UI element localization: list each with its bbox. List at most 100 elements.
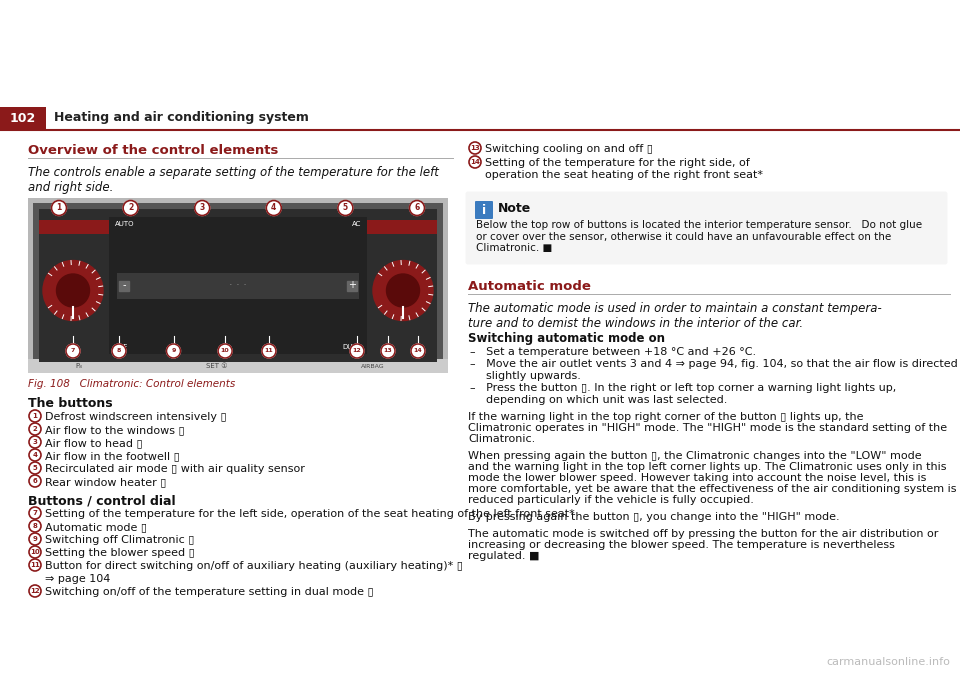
Text: 13: 13 bbox=[384, 348, 393, 354]
Text: –   Press the button ▯. In the right or left top corner a warning light lights u: – Press the button ▯. In the right or le… bbox=[470, 383, 897, 393]
Bar bbox=[117, 272, 359, 299]
Circle shape bbox=[57, 274, 89, 307]
Text: 102: 102 bbox=[10, 111, 36, 124]
Circle shape bbox=[381, 344, 395, 358]
Text: Switching off Climatronic ▯: Switching off Climatronic ▯ bbox=[45, 535, 194, 545]
Text: 14: 14 bbox=[470, 159, 480, 165]
Text: 8: 8 bbox=[33, 523, 37, 529]
Circle shape bbox=[52, 200, 66, 215]
Bar bbox=[347, 280, 357, 291]
Circle shape bbox=[29, 507, 41, 519]
Text: If the warning light in the top right corner of the button ▯ lights up, the: If the warning light in the top right co… bbox=[468, 412, 863, 422]
Circle shape bbox=[29, 475, 41, 487]
Text: Switching on/off of the temperature setting in dual mode ▯: Switching on/off of the temperature sett… bbox=[45, 587, 373, 597]
Text: 4: 4 bbox=[33, 452, 37, 458]
Text: AUTO: AUTO bbox=[115, 221, 134, 227]
Text: 6: 6 bbox=[33, 478, 37, 484]
Circle shape bbox=[29, 520, 41, 532]
Text: Air flow to head ▯: Air flow to head ▯ bbox=[45, 438, 143, 448]
Circle shape bbox=[411, 344, 425, 358]
Text: Air flow in the footwell ▯: Air flow in the footwell ▯ bbox=[45, 451, 180, 461]
Bar bbox=[39, 220, 437, 234]
Text: 12: 12 bbox=[30, 588, 39, 594]
Text: i: i bbox=[482, 204, 486, 217]
Circle shape bbox=[43, 261, 103, 320]
Circle shape bbox=[338, 200, 353, 215]
Text: 5: 5 bbox=[343, 204, 348, 213]
Text: 2: 2 bbox=[33, 426, 37, 432]
Text: 3: 3 bbox=[200, 204, 204, 213]
Text: 3: 3 bbox=[33, 439, 37, 445]
Text: 10: 10 bbox=[221, 348, 229, 354]
Circle shape bbox=[469, 142, 481, 154]
Text: Button for direct switching on/off of auxiliary heating (auxiliary heating)* ▯: Button for direct switching on/off of au… bbox=[45, 561, 463, 571]
Circle shape bbox=[266, 200, 281, 215]
Text: Fig. 108   Climatronic: Control elements: Fig. 108 Climatronic: Control elements bbox=[28, 379, 235, 389]
Text: ⇒ page 104: ⇒ page 104 bbox=[45, 574, 110, 584]
Text: SET ①: SET ① bbox=[206, 363, 228, 369]
Circle shape bbox=[410, 200, 424, 215]
Text: 2: 2 bbox=[128, 204, 133, 213]
Text: and the warning light in the top left corner lights up. The Climatronic uses onl: and the warning light in the top left co… bbox=[468, 462, 947, 472]
Text: mode the lower blower speed. However taking into account the noise level, this i: mode the lower blower speed. However tak… bbox=[468, 473, 926, 483]
Circle shape bbox=[166, 344, 180, 358]
Circle shape bbox=[262, 344, 276, 358]
Text: 1: 1 bbox=[57, 204, 61, 213]
Text: 6: 6 bbox=[415, 204, 420, 213]
Text: slightly upwards.: slightly upwards. bbox=[486, 371, 581, 381]
Text: regulated. ■: regulated. ■ bbox=[468, 551, 540, 561]
Circle shape bbox=[387, 274, 420, 307]
Text: -: - bbox=[122, 280, 126, 291]
Circle shape bbox=[350, 344, 364, 358]
Circle shape bbox=[195, 200, 209, 215]
FancyBboxPatch shape bbox=[475, 201, 493, 219]
Text: depending on which unit was last selected.: depending on which unit was last selecte… bbox=[486, 395, 728, 405]
Text: Automatic mode: Automatic mode bbox=[468, 280, 590, 293]
Circle shape bbox=[29, 462, 41, 474]
Text: P₈: P₈ bbox=[75, 363, 82, 369]
Text: 11: 11 bbox=[265, 348, 274, 354]
Text: The buttons: The buttons bbox=[28, 397, 112, 410]
Text: more comfortable, yet be aware that the effectiveness of the air conditioning sy: more comfortable, yet be aware that the … bbox=[468, 484, 956, 494]
Text: 1: 1 bbox=[33, 413, 37, 419]
Text: 7: 7 bbox=[71, 348, 75, 354]
Text: 11: 11 bbox=[30, 562, 40, 568]
Text: –   Set a temperature between +18 °C and +26 °C.: – Set a temperature between +18 °C and +… bbox=[470, 347, 756, 357]
Text: Automatic mode ▯: Automatic mode ▯ bbox=[45, 522, 147, 532]
Text: 7: 7 bbox=[33, 510, 37, 516]
Text: Setting of the temperature for the right side, of: Setting of the temperature for the right… bbox=[485, 158, 750, 168]
Bar bbox=[28, 359, 448, 373]
Text: Climatronic operates in "HIGH" mode. The "HIGH" mode is the standard setting of : Climatronic operates in "HIGH" mode. The… bbox=[468, 423, 948, 433]
Text: The automatic mode is used in order to maintain a constant tempera-
ture and to : The automatic mode is used in order to m… bbox=[468, 302, 881, 330]
Text: 4: 4 bbox=[271, 204, 276, 213]
Circle shape bbox=[218, 344, 232, 358]
Bar bbox=[119, 280, 129, 291]
Circle shape bbox=[29, 546, 41, 558]
Text: carmanualsonline.info: carmanualsonline.info bbox=[827, 657, 950, 667]
Circle shape bbox=[66, 344, 80, 358]
Text: 9: 9 bbox=[33, 536, 37, 542]
Text: Switching cooling on and off ▯: Switching cooling on and off ▯ bbox=[485, 144, 653, 154]
Text: Setting of the temperature for the left side, operation of the seat heating of t: Setting of the temperature for the left … bbox=[45, 509, 575, 519]
Bar bbox=[33, 203, 443, 368]
Text: 12: 12 bbox=[352, 348, 361, 354]
Text: Setting the blower speed ▯: Setting the blower speed ▯ bbox=[45, 548, 195, 558]
Text: increasing or decreasing the blower speed. The temperature is nevertheless: increasing or decreasing the blower spee… bbox=[468, 540, 895, 550]
Circle shape bbox=[29, 436, 41, 448]
Text: 10: 10 bbox=[30, 549, 40, 555]
Text: By pressing again the button ▯, you change into the "HIGH" mode.: By pressing again the button ▯, you chan… bbox=[468, 512, 840, 522]
Text: 14: 14 bbox=[414, 348, 422, 354]
Text: –   Move the air outlet vents 3 and 4 ⇒ page 94, fig. 104, so that the air flow : – Move the air outlet vents 3 and 4 ⇒ pa… bbox=[470, 359, 958, 369]
Text: Switching automatic mode on: Switching automatic mode on bbox=[468, 332, 665, 345]
Circle shape bbox=[29, 533, 41, 545]
Text: OFF: OFF bbox=[115, 344, 129, 350]
Text: Climatronic.: Climatronic. bbox=[468, 434, 536, 444]
Text: DUAL: DUAL bbox=[342, 344, 361, 350]
Text: The controls enable a separate setting of the temperature for the left
and right: The controls enable a separate setting o… bbox=[28, 166, 439, 194]
Text: 9: 9 bbox=[171, 348, 176, 354]
Text: operation the seat heating of the right front seat*: operation the seat heating of the right … bbox=[485, 170, 763, 180]
Text: Rear window heater ▯: Rear window heater ▯ bbox=[45, 477, 166, 487]
FancyBboxPatch shape bbox=[466, 192, 947, 264]
Circle shape bbox=[29, 559, 41, 571]
Bar bbox=[109, 217, 367, 354]
